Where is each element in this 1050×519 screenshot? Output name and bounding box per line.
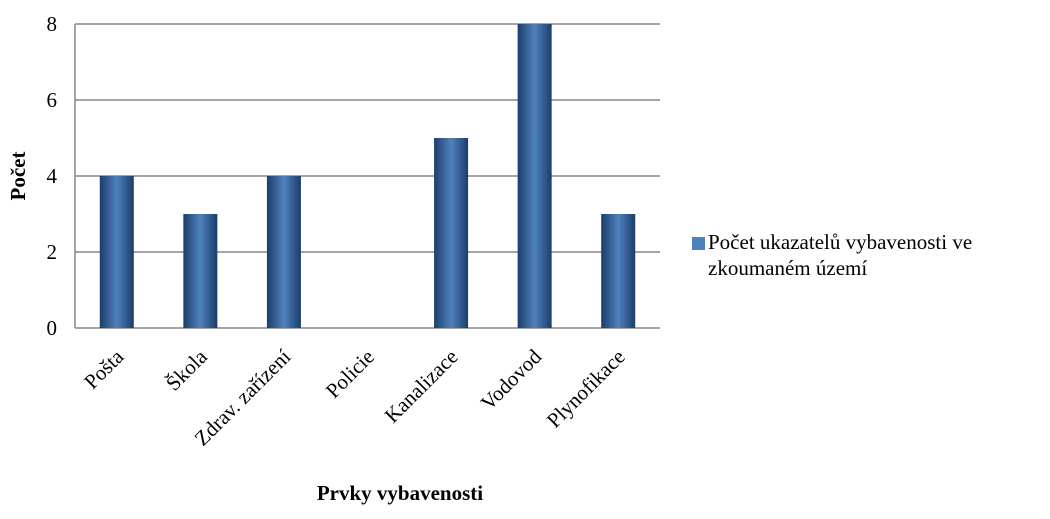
bar (183, 214, 218, 328)
y-tick-label: 6 (47, 88, 58, 112)
x-tick-label: Plynofikace (542, 345, 630, 433)
legend: Počet ukazatelů vybavenosti ve zkoumaném… (708, 230, 973, 280)
bar (99, 176, 134, 328)
bar (434, 138, 469, 328)
y-tick-label: 8 (47, 12, 58, 36)
y-axis-title: Počet (6, 152, 30, 201)
legend-label: Počet ukazatelů vybavenosti ve zkoumaném… (708, 230, 973, 280)
y-tick-label: 4 (47, 164, 58, 188)
x-axis-title: Prvky vybavenosti (317, 481, 483, 505)
bar (517, 24, 552, 328)
x-tick-label: Pošta (79, 344, 129, 394)
x-tick-label: Kanalizace (380, 345, 463, 428)
y-tick-label: 2 (47, 240, 58, 264)
x-tick-label: Škola (161, 344, 212, 395)
bar (266, 176, 301, 328)
x-tick-label: Vodovod (476, 344, 547, 415)
x-tick-label: Policie (321, 345, 379, 403)
legend-swatch (692, 237, 705, 250)
bar (601, 214, 636, 328)
y-tick-label: 0 (47, 316, 58, 340)
